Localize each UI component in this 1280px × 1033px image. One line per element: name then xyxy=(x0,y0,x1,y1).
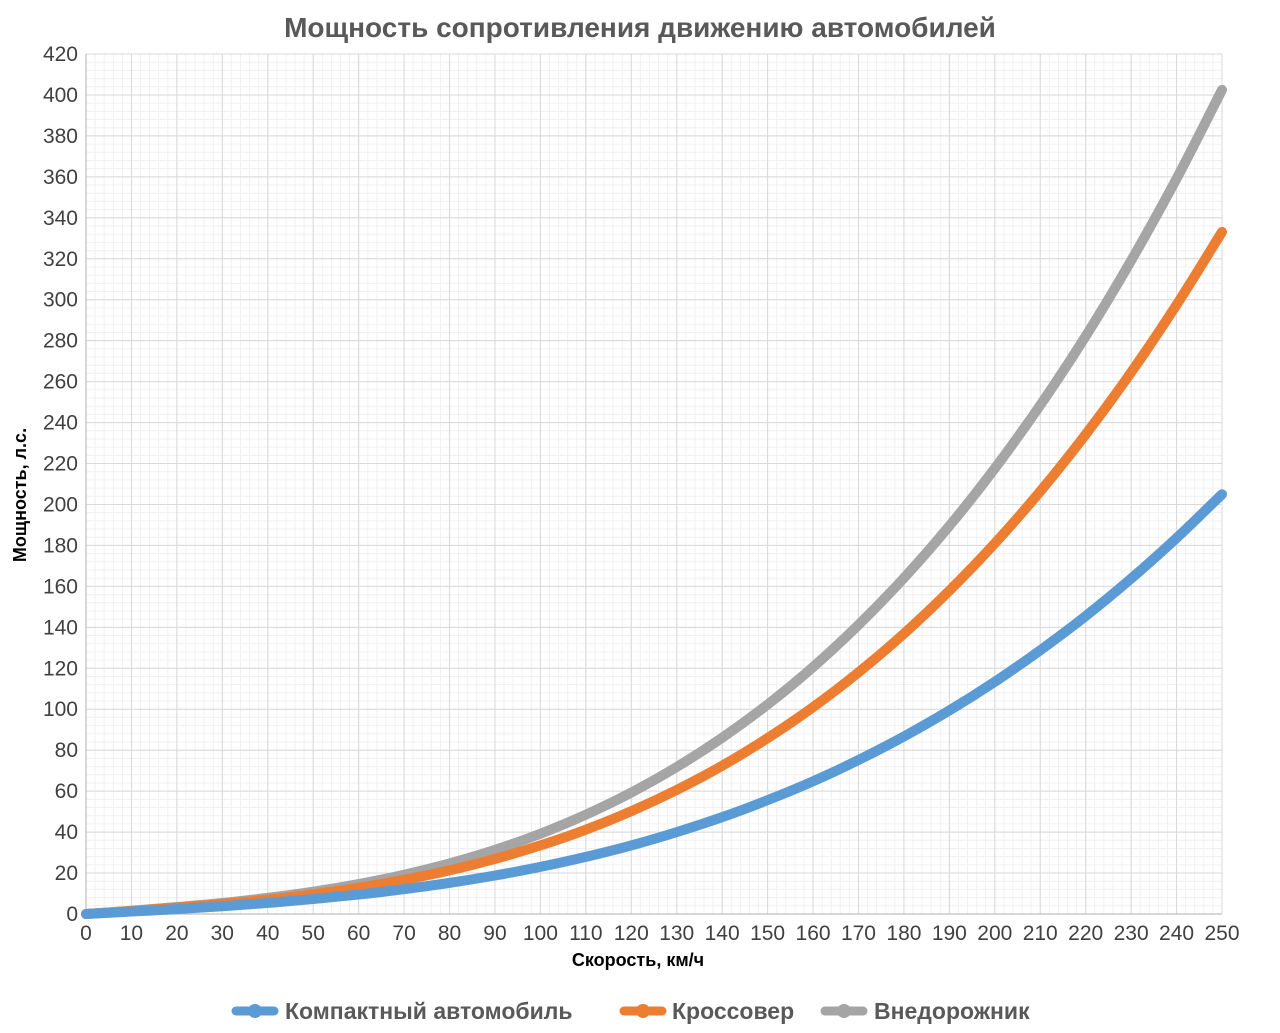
x-tick-label: 170 xyxy=(841,922,876,945)
x-tick-label: 190 xyxy=(932,922,967,945)
x-tick-label: 90 xyxy=(483,922,506,945)
x-tick-label: 30 xyxy=(211,922,234,945)
x-tick-label: 130 xyxy=(659,922,694,945)
x-tick-label: 70 xyxy=(392,922,415,945)
x-tick-label: 0 xyxy=(80,922,92,945)
y-tick-label: 120 xyxy=(43,657,78,680)
x-tick-label: 150 xyxy=(750,922,785,945)
y-tick-label: 220 xyxy=(43,453,78,476)
y-tick-label: 0 xyxy=(66,903,78,926)
y-tick-label: 260 xyxy=(43,371,78,394)
y-tick-label: 40 xyxy=(55,821,78,844)
y-tick-label: 360 xyxy=(43,166,78,189)
x-tick-label: 230 xyxy=(1114,922,1149,945)
legend-marker-compact xyxy=(248,1004,262,1018)
legend-label-suv: Внедорожник xyxy=(874,998,1030,1024)
legend-label-compact: Компактный автомобиль xyxy=(285,998,573,1024)
series-lines xyxy=(81,84,1227,919)
series-line-suv xyxy=(81,84,1227,919)
y-axis-ticks: 0 20 40 60 80 100 120 140 160 180 200 220 240 260 280 3… xyxy=(43,43,78,926)
series-line-compact xyxy=(81,489,1227,919)
y-tick-label: 240 xyxy=(43,412,78,435)
legend-item-crossover[interactable]: Кроссовер xyxy=(619,998,794,1024)
x-tick-label: 120 xyxy=(614,922,649,945)
legend-item-compact[interactable]: Компактный автомобиль xyxy=(231,998,573,1024)
x-tick-label: 10 xyxy=(120,922,143,945)
legend-marker-crossover xyxy=(636,1004,650,1018)
x-tick-label: 80 xyxy=(438,922,461,945)
y-tick-label: 400 xyxy=(43,84,78,107)
y-axis-title: Мощность, л.с. xyxy=(10,428,30,562)
axes xyxy=(85,54,1222,915)
y-tick-label: 420 xyxy=(43,43,78,66)
y-tick-label: 280 xyxy=(43,330,78,353)
legend-marker-suv xyxy=(837,1004,851,1018)
x-tick-label: 20 xyxy=(165,922,188,945)
x-tick-label: 200 xyxy=(977,922,1012,945)
x-axis-title: Скорость, км/ч xyxy=(572,950,704,970)
x-tick-label: 180 xyxy=(886,922,921,945)
y-tick-label: 320 xyxy=(43,248,78,271)
chart-title: Мощность сопротивления движению автомоби… xyxy=(284,12,996,43)
x-axis-ticks: 0 10 20 30 40 50 60 70 80 90 100 110 120 130 140 150 160… xyxy=(80,922,1239,945)
y-tick-label: 180 xyxy=(43,534,78,557)
x-tick-label: 240 xyxy=(1159,922,1194,945)
y-tick-label: 300 xyxy=(43,289,78,312)
y-tick-label: 60 xyxy=(55,780,78,803)
y-tick-label: 160 xyxy=(43,575,78,598)
y-tick-label: 340 xyxy=(43,207,78,230)
y-tick-label: 20 xyxy=(55,862,78,885)
legend: Компактный автомобиль Кроссовер Внедорож… xyxy=(231,998,1030,1024)
x-tick-label: 140 xyxy=(705,922,740,945)
y-tick-label: 140 xyxy=(43,616,78,639)
x-tick-label: 40 xyxy=(256,922,279,945)
series-line-crossover xyxy=(81,226,1227,919)
legend-label-crossover: Кроссовер xyxy=(672,998,794,1024)
x-tick-label: 60 xyxy=(347,922,370,945)
y-tick-label: 80 xyxy=(55,739,78,762)
y-tick-label: 200 xyxy=(43,493,78,516)
legend-item-suv[interactable]: Внедорожник xyxy=(820,998,1030,1024)
x-tick-label: 160 xyxy=(796,922,831,945)
x-tick-label: 100 xyxy=(523,922,558,945)
x-tick-label: 220 xyxy=(1068,922,1103,945)
x-tick-label: 50 xyxy=(302,922,325,945)
x-tick-label: 210 xyxy=(1023,922,1058,945)
x-tick-label: 250 xyxy=(1204,922,1239,945)
x-tick-label: 110 xyxy=(569,922,602,945)
y-tick-label: 100 xyxy=(43,698,78,721)
y-tick-label: 380 xyxy=(43,125,78,148)
